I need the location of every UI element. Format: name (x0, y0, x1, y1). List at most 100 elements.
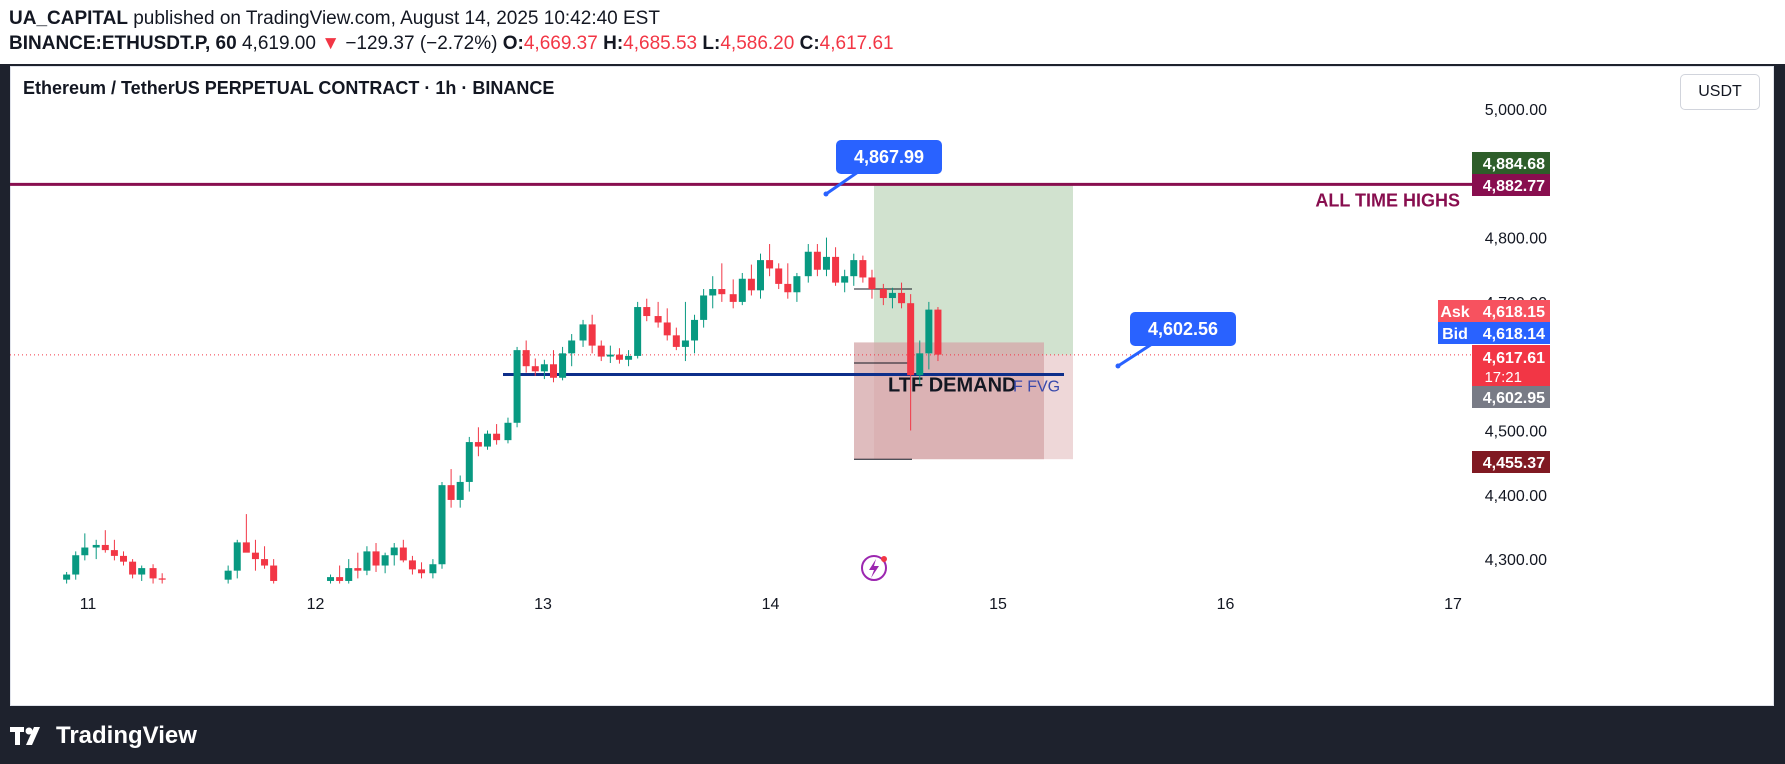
candle-body (868, 277, 876, 290)
candle (390, 543, 398, 566)
candle (138, 565, 146, 581)
candle (474, 427, 482, 457)
x-tick-label: 12 (307, 596, 325, 613)
candle (691, 314, 699, 354)
candle (879, 283, 887, 306)
x-tick-label: 16 (1217, 596, 1235, 613)
candle (934, 307, 942, 362)
publisher-name[interactable]: UA_CAPITAL (9, 8, 128, 29)
candle-body (372, 551, 380, 566)
candle (663, 308, 671, 341)
candle (158, 573, 166, 584)
callout-ath-pointer (825, 170, 859, 196)
candle (72, 551, 80, 580)
callout-entry-box (1130, 312, 1236, 346)
currency-button[interactable]: USDT (1680, 74, 1760, 110)
candle (81, 533, 89, 561)
candle-body (447, 485, 455, 500)
price-tag-ask-text: 4,618.15 (1483, 304, 1545, 321)
candle (270, 559, 278, 584)
candle (634, 301, 642, 359)
callout-ath-dot (823, 191, 829, 197)
candle-body (549, 364, 557, 378)
open-label: O: (502, 33, 524, 54)
demand-label: LTF DEMAND (888, 375, 1017, 397)
candle-body (681, 340, 689, 347)
fvg-zone (854, 342, 1044, 460)
open-value: 4,669.37 (523, 33, 598, 54)
chart-panel[interactable]: ALL TIME HIGHS LTF DEMAND F FVG 4,867.99 4,6… (10, 66, 1774, 706)
candle-body (474, 442, 482, 447)
candle-body (916, 353, 924, 376)
candle-body (72, 555, 80, 575)
candle-body (625, 355, 633, 360)
price-tag-ath-text: 4,882.77 (1483, 178, 1545, 195)
last-price: 4,619.00 (241, 33, 316, 54)
candle (606, 345, 614, 363)
tradingview-logo-icon (10, 727, 40, 745)
candle (841, 269, 849, 293)
candle-body (363, 551, 371, 571)
candle (907, 294, 915, 431)
candle (681, 301, 689, 362)
candle (898, 282, 906, 309)
candle-body (793, 276, 801, 293)
price-tag-stop-text: 4,455.37 (1483, 455, 1545, 472)
candle-body (709, 289, 717, 296)
candle-body (345, 568, 353, 581)
candle (493, 424, 501, 445)
candle-body (691, 319, 699, 341)
candle-body (879, 289, 887, 299)
candle-body (850, 260, 858, 277)
candle-body (484, 433, 491, 447)
x-tick-label: 17 (1444, 596, 1462, 613)
candle-body (63, 574, 71, 580)
candle-body (813, 251, 821, 270)
candle (399, 539, 407, 563)
candle (327, 574, 335, 584)
candle-body (149, 568, 157, 579)
callout-entry-dot (1115, 363, 1121, 369)
candle (149, 564, 157, 584)
lightning-icon (861, 555, 887, 581)
candle (597, 340, 605, 362)
candle-body (92, 544, 100, 548)
target-zone (874, 183, 1073, 355)
candle-body (634, 307, 642, 356)
x-tick-label: 13 (534, 596, 552, 613)
candle-body (663, 322, 671, 336)
candle (729, 279, 737, 309)
candle (615, 348, 623, 364)
fvg-label: F FVG (1013, 379, 1060, 396)
published-text: published on TradingView.com, August 14,… (133, 8, 660, 29)
callout-ath: 4,867.99 (823, 140, 942, 197)
y-tick-label: 5,000.00 (1485, 102, 1547, 119)
candle-body (158, 578, 166, 580)
candle-body (718, 289, 726, 295)
candle-body (513, 350, 521, 423)
candle (504, 417, 512, 444)
candle-body (615, 354, 623, 360)
candle (588, 314, 596, 354)
candle-body (907, 303, 915, 376)
candle (672, 327, 680, 351)
candle-body (251, 552, 259, 560)
candle-body (822, 256, 830, 270)
candle (925, 301, 933, 370)
lightning-circle (861, 555, 887, 581)
candle (418, 562, 426, 579)
candle (793, 272, 801, 302)
candle (381, 552, 389, 574)
candle-body (747, 278, 755, 291)
candle (766, 244, 774, 277)
candle (579, 319, 587, 347)
candle (709, 276, 717, 309)
candle-body (110, 550, 118, 556)
candle (813, 244, 821, 277)
close-label: C: (799, 33, 820, 54)
candle-body (841, 276, 849, 283)
candle (775, 263, 783, 290)
candle (804, 244, 812, 283)
candle-body (129, 561, 137, 575)
